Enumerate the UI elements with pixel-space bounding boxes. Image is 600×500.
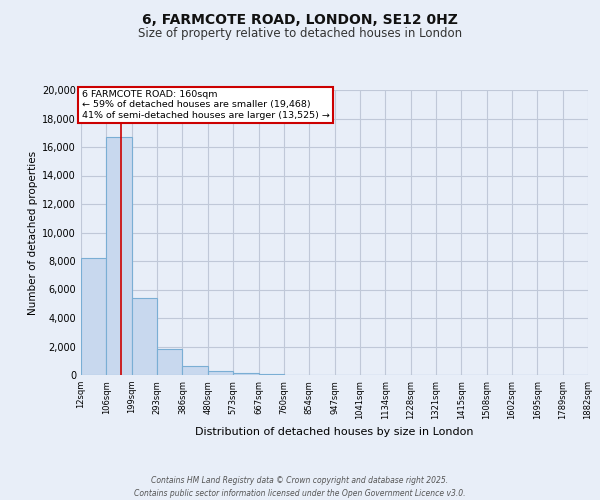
Bar <box>208 371 233 375</box>
Y-axis label: Number of detached properties: Number of detached properties <box>28 150 38 314</box>
Bar <box>182 366 208 375</box>
X-axis label: Distribution of detached houses by size in London: Distribution of detached houses by size … <box>195 428 474 438</box>
Text: Contains HM Land Registry data © Crown copyright and database right 2025.
Contai: Contains HM Land Registry data © Crown c… <box>134 476 466 498</box>
Text: Size of property relative to detached houses in London: Size of property relative to detached ho… <box>138 28 462 40</box>
Bar <box>81 258 106 375</box>
Text: 6 FARMCOTE ROAD: 160sqm
← 59% of detached houses are smaller (19,468)
41% of sem: 6 FARMCOTE ROAD: 160sqm ← 59% of detache… <box>82 90 329 120</box>
Bar <box>132 298 157 375</box>
Bar <box>233 373 259 375</box>
Text: 6, FARMCOTE ROAD, LONDON, SE12 0HZ: 6, FARMCOTE ROAD, LONDON, SE12 0HZ <box>142 12 458 26</box>
Bar <box>259 374 284 375</box>
Bar <box>157 350 182 375</box>
Bar <box>106 137 132 375</box>
